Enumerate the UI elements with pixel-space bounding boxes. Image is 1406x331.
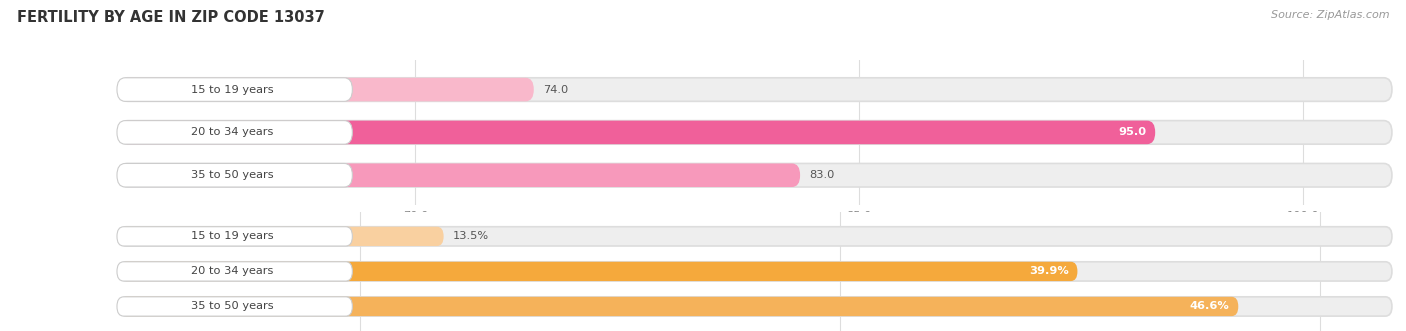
FancyBboxPatch shape — [117, 164, 353, 187]
Text: 83.0: 83.0 — [808, 170, 834, 180]
Text: Source: ZipAtlas.com: Source: ZipAtlas.com — [1271, 10, 1389, 20]
Text: 74.0: 74.0 — [543, 84, 568, 95]
Text: FERTILITY BY AGE IN ZIP CODE 13037: FERTILITY BY AGE IN ZIP CODE 13037 — [17, 10, 325, 25]
FancyBboxPatch shape — [120, 164, 800, 187]
Text: 20 to 34 years: 20 to 34 years — [191, 127, 274, 137]
FancyBboxPatch shape — [120, 78, 1392, 101]
FancyBboxPatch shape — [120, 227, 444, 246]
FancyBboxPatch shape — [120, 78, 534, 101]
FancyBboxPatch shape — [117, 262, 353, 281]
FancyBboxPatch shape — [120, 297, 1239, 316]
FancyBboxPatch shape — [120, 120, 1392, 144]
Text: 95.0: 95.0 — [1118, 127, 1146, 137]
Text: 15 to 19 years: 15 to 19 years — [191, 84, 274, 95]
FancyBboxPatch shape — [117, 227, 353, 246]
FancyBboxPatch shape — [117, 120, 353, 144]
FancyBboxPatch shape — [117, 297, 353, 316]
Text: 35 to 50 years: 35 to 50 years — [191, 170, 274, 180]
FancyBboxPatch shape — [120, 262, 1077, 281]
FancyBboxPatch shape — [120, 297, 1392, 316]
FancyBboxPatch shape — [120, 164, 1392, 187]
Text: 13.5%: 13.5% — [453, 231, 489, 241]
Text: 39.9%: 39.9% — [1029, 266, 1069, 276]
FancyBboxPatch shape — [120, 120, 1156, 144]
Text: 35 to 50 years: 35 to 50 years — [191, 302, 274, 311]
Text: 15 to 19 years: 15 to 19 years — [191, 231, 274, 241]
FancyBboxPatch shape — [120, 227, 1392, 246]
Text: 20 to 34 years: 20 to 34 years — [191, 266, 274, 276]
FancyBboxPatch shape — [120, 262, 1392, 281]
FancyBboxPatch shape — [117, 78, 353, 101]
Text: 46.6%: 46.6% — [1189, 302, 1229, 311]
